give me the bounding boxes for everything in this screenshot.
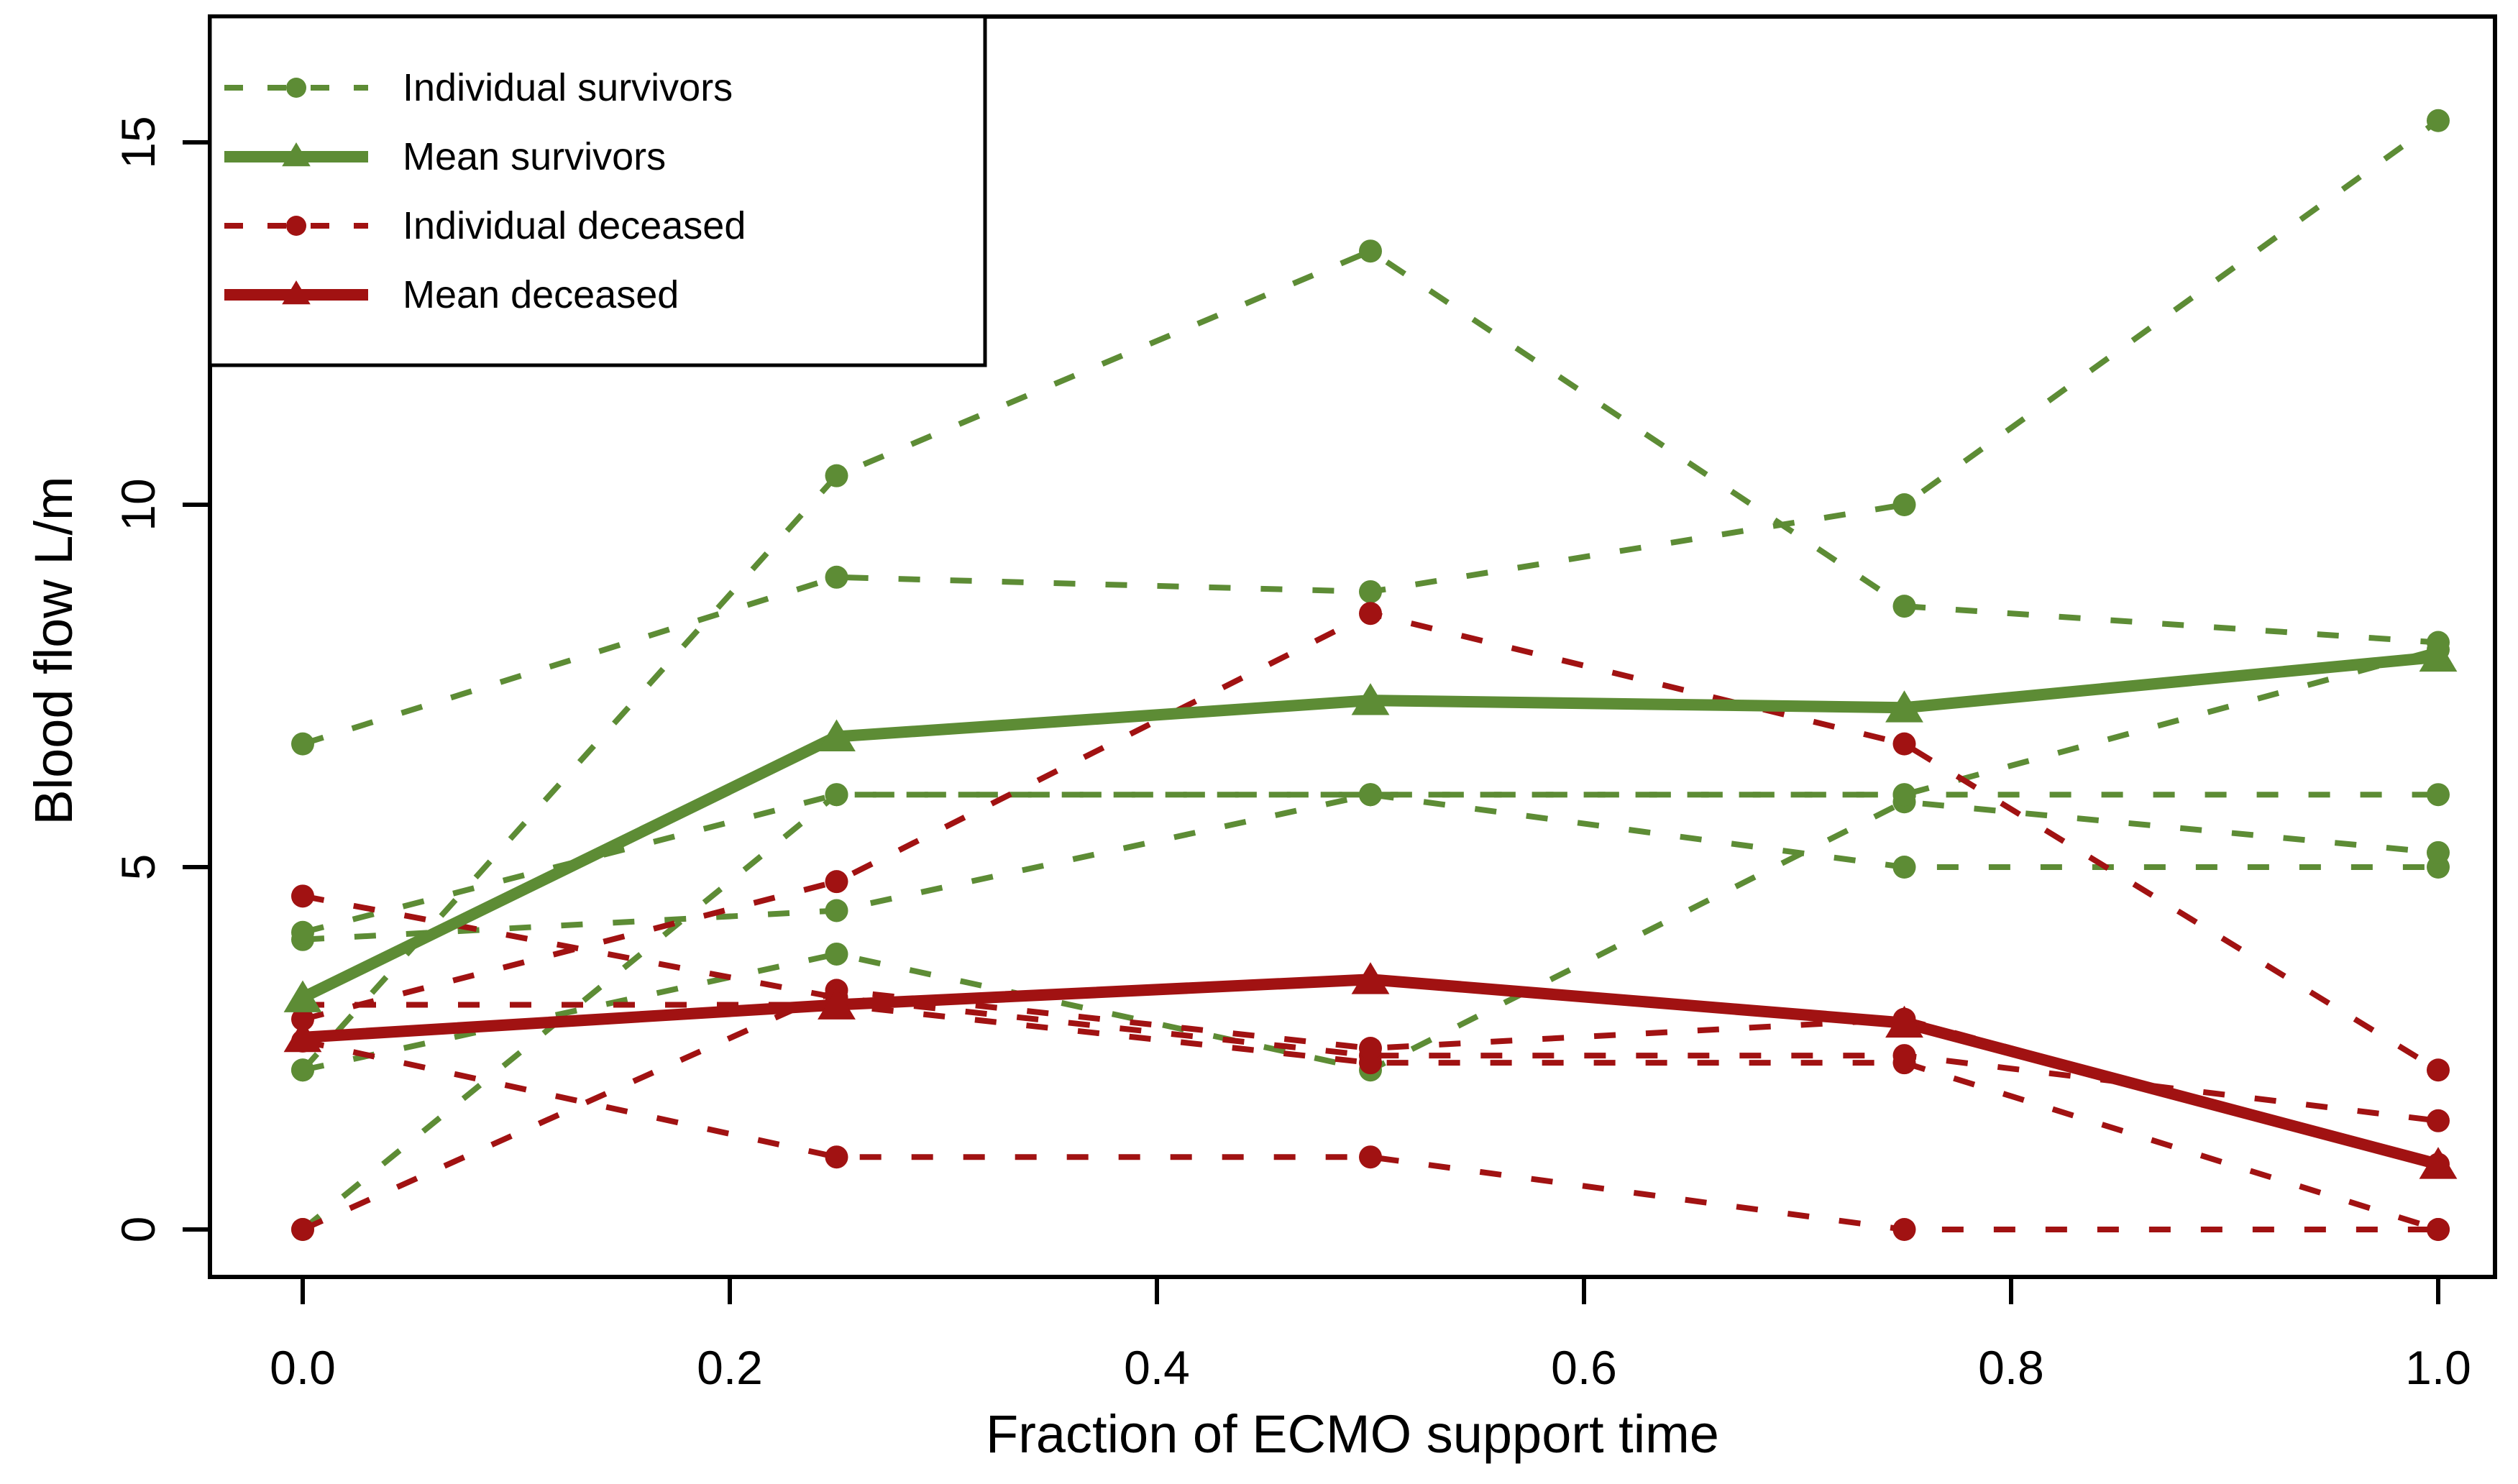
data-point bbox=[1892, 856, 1916, 879]
legend-item-mean-deceased: Mean deceased bbox=[224, 273, 679, 316]
data-point bbox=[2427, 783, 2450, 807]
data-point-triangle bbox=[2419, 1147, 2458, 1179]
data-point bbox=[1892, 783, 1916, 807]
series-individual-survivor-3 bbox=[291, 783, 2450, 944]
data-point-triangle bbox=[2419, 639, 2458, 672]
data-point-triangle bbox=[1885, 1005, 1923, 1038]
x-tick-label-0.4: 0.4 bbox=[1124, 1341, 1190, 1394]
plot-box bbox=[208, 14, 2497, 1279]
y-tick-label-0: 0 bbox=[111, 1217, 165, 1243]
legend-item-label: Mean survivors bbox=[403, 135, 666, 178]
data-point-triangle bbox=[1885, 690, 1923, 723]
data-point bbox=[825, 942, 848, 966]
legend-triangle-icon bbox=[282, 142, 311, 167]
legend-item-mean-survivors: Mean survivors bbox=[224, 135, 666, 178]
series-line bbox=[302, 1038, 2438, 1232]
y-tick-label-15: 15 bbox=[111, 116, 165, 168]
series-individual-survivor-2 bbox=[291, 783, 2450, 951]
legend-item-label: Mean deceased bbox=[403, 273, 679, 316]
series-line bbox=[302, 792, 2438, 935]
data-point bbox=[2427, 841, 2450, 864]
axes-layer: 0.0 0.2 0.4 0.6 0.8 1.0 0 5 10 15 bbox=[111, 116, 2471, 1394]
legend-item-individual-deceased: Individual deceased bbox=[224, 204, 746, 247]
data-point bbox=[1359, 1145, 1382, 1169]
x-tick-label-0.6: 0.6 bbox=[1551, 1341, 1617, 1394]
legend-dot-icon bbox=[286, 78, 306, 98]
series-mean-survivors bbox=[283, 639, 2458, 1012]
data-point bbox=[291, 884, 314, 908]
data-point bbox=[2427, 1109, 2450, 1132]
legend-box bbox=[208, 14, 987, 367]
series-individual-deceased-3 bbox=[291, 602, 2450, 1082]
data-point bbox=[1359, 783, 1382, 807]
data-point bbox=[825, 783, 848, 807]
series-individual-deceased-2 bbox=[291, 993, 2450, 1241]
data-point bbox=[825, 464, 848, 487]
data-point bbox=[1892, 595, 1916, 618]
data-point bbox=[2427, 1058, 2450, 1082]
series-individual-survivor-1 bbox=[291, 109, 2450, 756]
series-line bbox=[302, 792, 2438, 943]
data-point bbox=[1359, 580, 1382, 603]
data-point-triangle bbox=[818, 987, 856, 1020]
legend-item-label: Individual deceased bbox=[403, 204, 746, 247]
data-point bbox=[825, 899, 848, 922]
data-point bbox=[1892, 732, 1916, 756]
legend-dot-icon bbox=[286, 216, 306, 236]
data-point bbox=[1892, 493, 1916, 516]
legend-layer: Individual survivors Mean survivors Indivi… bbox=[208, 14, 987, 367]
y-axis-title: Blood flow L/m bbox=[24, 476, 83, 825]
series-mean-deceased bbox=[283, 962, 2458, 1179]
data-point-triangle bbox=[283, 1020, 322, 1053]
data-point-triangle bbox=[1351, 962, 1390, 994]
data-point bbox=[825, 870, 848, 894]
y-tick-label-5: 5 bbox=[111, 854, 165, 881]
x-tick-label-0.0: 0.0 bbox=[270, 1341, 336, 1394]
series-line bbox=[302, 893, 2439, 1124]
data-point bbox=[291, 732, 314, 756]
x-axis-title: Fraction of ECMO support time bbox=[986, 1404, 1719, 1464]
data-point-triangle bbox=[818, 719, 856, 751]
legend-item-label: Individual survivors bbox=[403, 66, 733, 109]
data-point bbox=[1892, 1218, 1916, 1241]
data-point bbox=[291, 920, 314, 944]
series-line bbox=[301, 247, 2439, 1072]
data-point bbox=[291, 1007, 314, 1031]
x-tick-label-1.0: 1.0 bbox=[2405, 1341, 2471, 1394]
data-point bbox=[2427, 1218, 2450, 1241]
x-tick-label-0.2: 0.2 bbox=[697, 1341, 763, 1394]
data-point bbox=[2427, 109, 2450, 132]
legend-triangle-icon bbox=[282, 280, 311, 305]
data-point bbox=[1359, 239, 1382, 263]
series-layer bbox=[283, 109, 2458, 1241]
y-tick-label-10: 10 bbox=[111, 478, 165, 531]
data-point-triangle bbox=[1351, 683, 1390, 715]
data-point bbox=[1359, 1037, 1382, 1060]
data-point bbox=[1359, 602, 1382, 626]
x-tick-label-0.8: 0.8 bbox=[1978, 1341, 2044, 1394]
data-point bbox=[1892, 1051, 1916, 1075]
data-point bbox=[825, 1145, 848, 1169]
data-point-triangle bbox=[283, 980, 322, 1012]
data-point bbox=[825, 565, 848, 589]
data-point bbox=[291, 1058, 314, 1082]
data-point bbox=[291, 1218, 314, 1241]
legend-item-individual-survivors: Individual survivors bbox=[224, 66, 733, 109]
